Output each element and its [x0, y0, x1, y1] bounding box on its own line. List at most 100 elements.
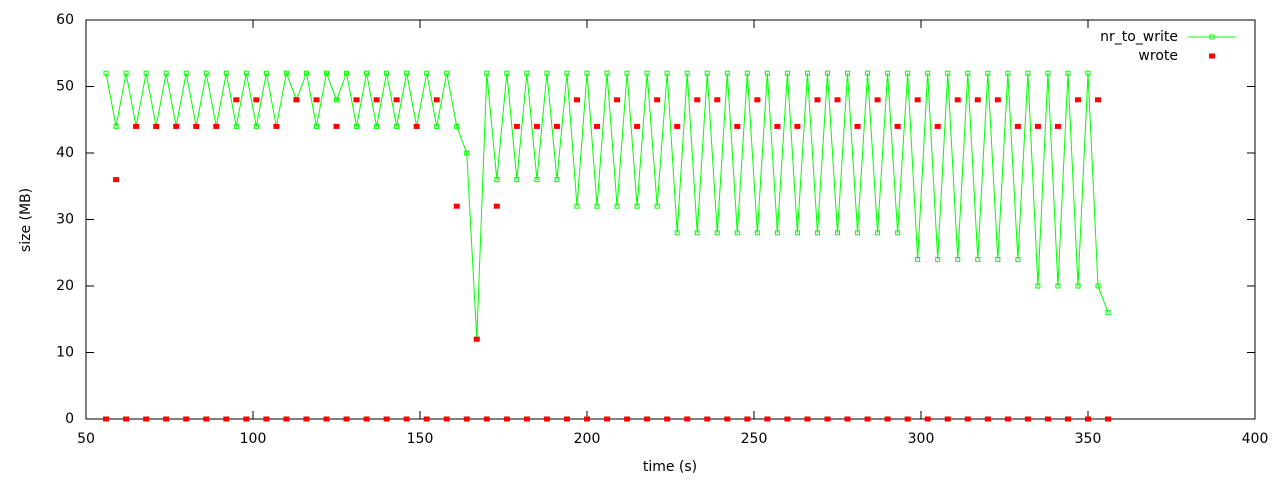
point [744, 70, 750, 76]
point [714, 230, 720, 236]
point [544, 70, 550, 76]
point [504, 70, 510, 76]
x-tick-label: 200 [574, 431, 601, 447]
point [454, 123, 460, 129]
point [855, 230, 861, 236]
point [253, 97, 260, 103]
point [483, 416, 490, 422]
point [964, 416, 971, 422]
point [704, 70, 710, 76]
point [895, 230, 901, 236]
x-tick-label: 250 [741, 431, 768, 447]
point [493, 203, 500, 209]
x-tick-label: 150 [407, 431, 434, 447]
x-tick-label: 350 [1075, 431, 1102, 447]
point [183, 416, 190, 422]
point [734, 123, 741, 129]
point [283, 70, 289, 76]
point [835, 230, 840, 236]
point [463, 416, 470, 422]
point [694, 230, 700, 236]
point [113, 123, 119, 129]
point [794, 230, 800, 236]
point [273, 123, 280, 129]
series-line [105, 71, 1109, 340]
legend-label: nr_to_write [1100, 29, 1178, 45]
point [804, 70, 810, 76]
point [744, 416, 751, 422]
y-tick-label: 0 [65, 411, 74, 427]
x-tick-label: 300 [908, 431, 935, 447]
point [884, 416, 891, 422]
point [594, 203, 600, 209]
point [444, 70, 450, 76]
point [1044, 416, 1051, 422]
point [183, 70, 189, 76]
point [123, 70, 129, 76]
point [393, 97, 400, 103]
point [1045, 70, 1051, 76]
point [413, 123, 420, 129]
point [824, 416, 831, 422]
point [344, 70, 350, 76]
y-tick-label: 30 [56, 212, 74, 228]
point [1095, 283, 1101, 289]
point [514, 177, 520, 183]
point [664, 70, 670, 76]
point [764, 416, 771, 422]
point [614, 97, 621, 103]
point [574, 203, 580, 209]
point [303, 416, 310, 422]
point [464, 150, 470, 156]
point [1074, 97, 1081, 103]
point [875, 230, 881, 236]
point [1075, 283, 1081, 289]
point [123, 416, 130, 422]
point [644, 416, 651, 422]
point [303, 70, 309, 76]
point [814, 230, 820, 236]
point [523, 416, 530, 422]
y-tick-label: 50 [56, 79, 74, 95]
point [363, 416, 370, 422]
point [1065, 70, 1071, 76]
point [965, 70, 971, 76]
point [534, 177, 540, 183]
point [133, 123, 140, 129]
point [834, 97, 841, 103]
point [564, 70, 570, 76]
point [283, 416, 290, 422]
point [604, 70, 610, 76]
point [754, 230, 760, 236]
point [714, 97, 721, 103]
point [905, 70, 911, 76]
point [143, 416, 150, 422]
x-tick-label: 50 [77, 431, 95, 447]
point [774, 123, 781, 129]
point [354, 123, 360, 129]
point [724, 416, 731, 422]
point [333, 123, 340, 129]
point [764, 70, 770, 76]
point [153, 123, 160, 129]
point [243, 416, 250, 422]
point [163, 416, 170, 422]
point [203, 416, 210, 422]
point [163, 70, 169, 76]
point [353, 97, 360, 103]
point [925, 70, 931, 76]
point [935, 256, 941, 262]
point [573, 97, 580, 103]
point [975, 256, 981, 262]
point [784, 416, 791, 422]
point [654, 203, 660, 209]
point [1064, 416, 1071, 422]
point [484, 70, 490, 76]
point [384, 70, 390, 76]
point [754, 97, 761, 103]
point [494, 177, 500, 183]
point [914, 97, 921, 103]
point [213, 123, 220, 129]
point [513, 123, 520, 129]
